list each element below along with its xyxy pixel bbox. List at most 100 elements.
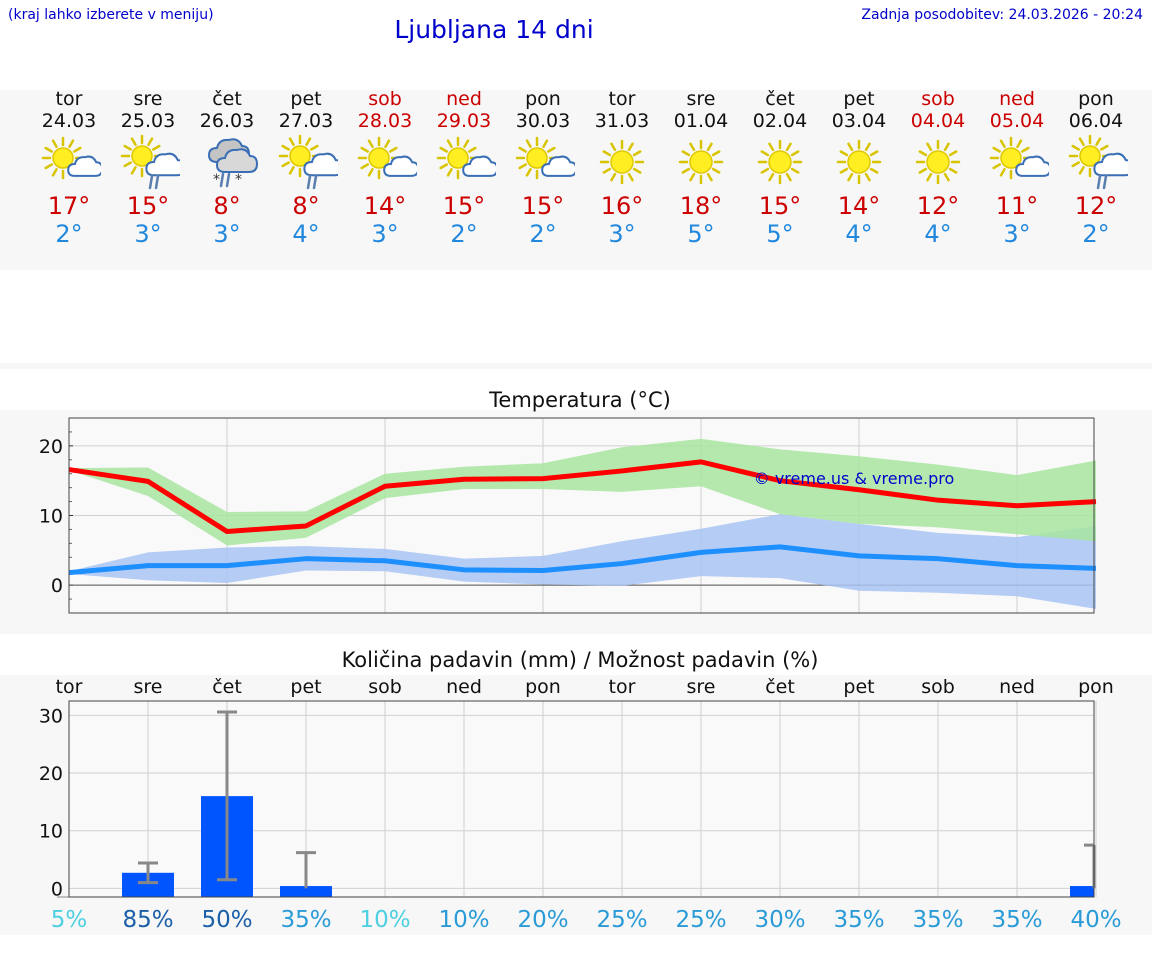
temp-min: 4° — [845, 220, 873, 248]
day-date: 03.04 — [831, 110, 887, 132]
temp-max: 8° — [213, 192, 241, 220]
precip-day-label: pon — [1078, 676, 1114, 698]
precip-day-label: pon — [525, 676, 561, 698]
day-name: sre — [686, 88, 716, 110]
day-name: pon — [1078, 88, 1114, 110]
precip-day-label: ned — [446, 676, 482, 698]
day-date: 25.03 — [120, 110, 176, 132]
watermark: © vreme.us & vreme.pro — [754, 469, 955, 488]
day-name: tor — [55, 88, 83, 110]
day-name: pet — [290, 88, 322, 110]
precip-chance-label: 25% — [675, 907, 726, 933]
plot-frame — [68, 417, 1095, 614]
day-name: sob — [921, 88, 955, 110]
precip-day-label: sob — [368, 676, 402, 698]
temp-min: 2° — [450, 220, 478, 248]
precip-day-label: tor — [609, 676, 636, 698]
day-column: pet 03.04 14° 4° — [819, 88, 899, 248]
sun-icon — [915, 139, 961, 185]
precip-chance-label: 10% — [359, 907, 410, 933]
min-temp-range — [69, 514, 1096, 609]
temp-max: 12° — [1074, 192, 1118, 220]
day-column: ned 29.03 15° 2° — [424, 88, 504, 248]
day-name: čet — [212, 88, 242, 110]
temp-max: 18° — [679, 192, 723, 220]
day-column: čet 02.04 15° 5° — [740, 88, 820, 248]
day-date: 05.04 — [989, 110, 1045, 132]
temp-max: 15° — [442, 192, 486, 220]
day-column: tor 24.03 17° 2° — [29, 88, 109, 248]
temp-min: 2° — [529, 220, 557, 248]
temp-min: 5° — [766, 220, 794, 248]
temp-max: 15° — [758, 192, 802, 220]
temp-min: 3° — [608, 220, 636, 248]
max-temp-line — [68, 459, 1097, 535]
temp-min: 3° — [371, 220, 399, 248]
day-name: ned — [446, 88, 482, 110]
last-updated: Zadnja posodobitev: 24.03.2026 - 20:24 — [861, 7, 1143, 23]
y-tick-label: 20 — [39, 763, 63, 785]
temp-max: 11° — [995, 192, 1039, 220]
sun-cloud-icon — [989, 136, 1049, 180]
temp-min: 5° — [687, 220, 715, 248]
page-title: Ljubljana 14 dni — [394, 15, 594, 44]
plot-frame — [68, 700, 1095, 898]
sun-cloud-rain-icon — [120, 134, 180, 190]
precip-chance-label: 35% — [833, 907, 884, 933]
temp-max: 12° — [916, 192, 960, 220]
svg-text:*: * — [235, 172, 242, 188]
sun-cloud-icon — [41, 136, 101, 180]
temp-max: 15° — [521, 192, 565, 220]
temperature-chart-title: Temperatura (°C) — [489, 388, 671, 412]
day-name: ned — [999, 88, 1035, 110]
y-tick-label: 0 — [51, 575, 63, 597]
day-date: 30.03 — [515, 110, 571, 132]
day-date: 06.04 — [1068, 110, 1124, 132]
day-date: 04.04 — [910, 110, 966, 132]
day-name: tor — [608, 88, 636, 110]
precip-day-label: pet — [843, 676, 874, 698]
temp-max: 17° — [47, 192, 91, 220]
temp-max: 14° — [363, 192, 407, 220]
precip-day-label: pet — [290, 676, 321, 698]
precip-day-label: sob — [921, 676, 955, 698]
day-column: sob 28.03 14° 3° — [345, 88, 425, 248]
precip-chance-label: 40% — [1070, 907, 1121, 933]
separator — [0, 363, 1152, 369]
precip-chance-label: 20% — [517, 907, 568, 933]
precip-chance-label: 50% — [201, 907, 252, 933]
precip-day-label: čet — [212, 676, 242, 698]
precip-chance-label: 5% — [51, 907, 88, 933]
day-column: sre 01.04 18° 5° — [661, 88, 741, 248]
precip-day-label: tor — [56, 676, 83, 698]
day-name: pet — [843, 88, 875, 110]
day-date: 26.03 — [199, 110, 255, 132]
precip-bar — [1070, 886, 1094, 897]
day-date: 31.03 — [594, 110, 650, 132]
day-date: 02.04 — [752, 110, 808, 132]
sun-cloud-icon — [515, 136, 575, 180]
precip-day-label: sre — [687, 676, 716, 698]
sun-cloud-icon — [357, 136, 417, 180]
precip-chance-label: 10% — [438, 907, 489, 933]
y-tick-label: 0 — [51, 878, 63, 900]
precip-chance-label: 35% — [912, 907, 963, 933]
day-name: sre — [133, 88, 163, 110]
precip-day-label: sre — [134, 676, 163, 698]
precip-chance-label: 35% — [991, 907, 1042, 933]
precipitation-chart-title: Količina padavin (mm) / Možnost padavin … — [341, 648, 819, 672]
day-date: 24.03 — [41, 110, 97, 132]
y-tick-label: 10 — [39, 506, 63, 528]
sun-icon — [599, 139, 645, 185]
y-tick-label: 30 — [39, 705, 63, 727]
y-tick-label: 20 — [39, 436, 63, 458]
temp-min: 4° — [924, 220, 952, 248]
svg-text:*: * — [213, 172, 220, 188]
day-column: čet 26.03 * * 8° 3° — [187, 88, 267, 248]
sun-cloud-rain-icon — [1068, 134, 1128, 190]
day-name: čet — [765, 88, 795, 110]
temp-max: 8° — [292, 192, 320, 220]
precip-chance-label: 85% — [122, 907, 173, 933]
sun-icon — [678, 139, 724, 185]
temp-min: 2° — [55, 220, 83, 248]
